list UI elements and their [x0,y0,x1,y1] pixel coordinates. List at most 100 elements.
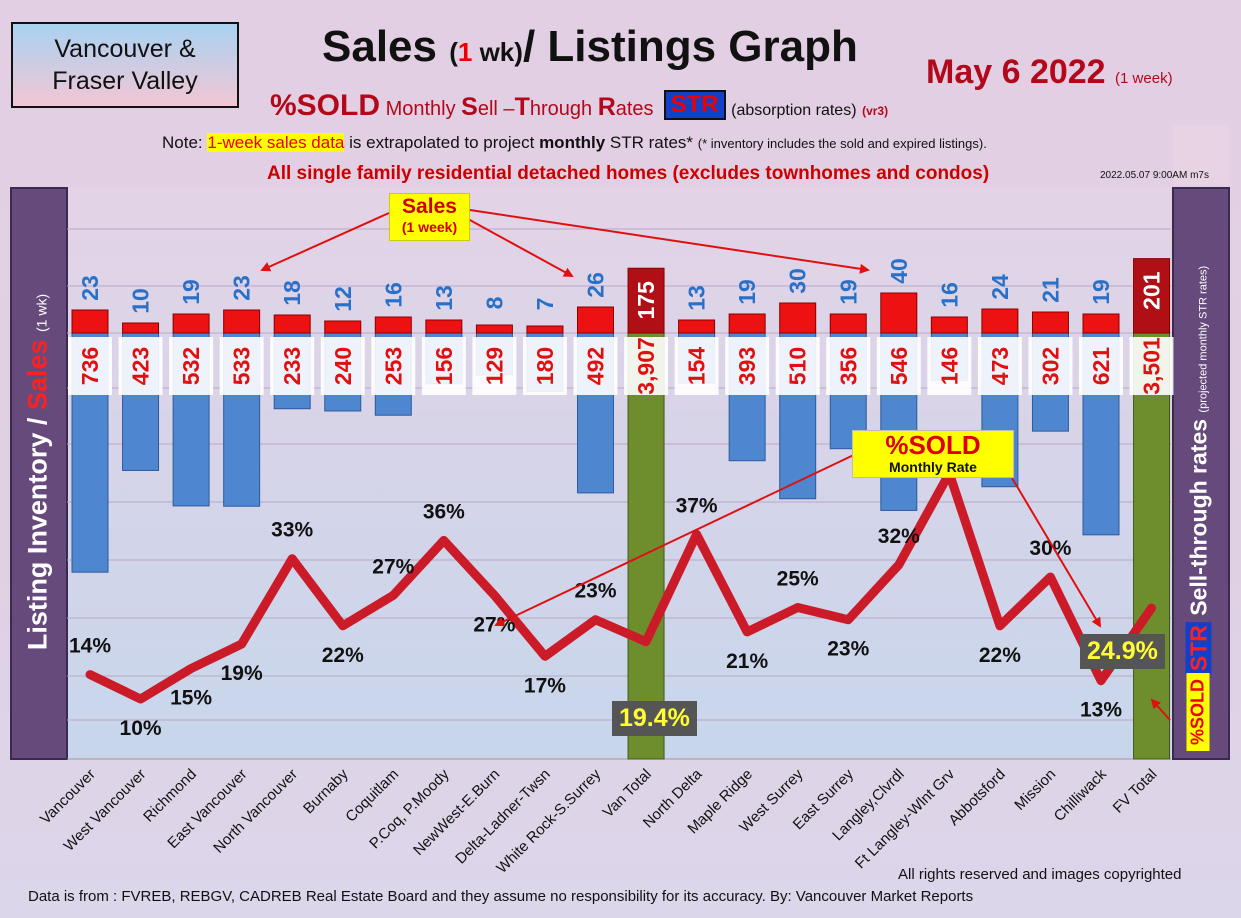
str-value-label: 10% [120,717,162,740]
callout-arrow [1150,698,1171,721]
sales-callout-line1: Sales [402,195,457,218]
sales-bar [981,308,1019,334]
subtitle-detached: All single family residential detached h… [267,163,990,184]
title-one: 1 [457,37,473,67]
sales-value-label: 40 [886,258,912,284]
inventory-label-box [624,337,669,395]
inventory-value-label: 3,501 [1139,337,1165,395]
str-value-label: 23% [574,580,616,603]
inventory-label-box [371,337,416,395]
region-line2: Fraser Valley [52,67,198,95]
sales-value-label: 19 [1088,279,1114,305]
title-post: / Listings Graph [522,22,858,71]
sales-value-label: 175 [633,281,659,320]
footer-source: Data is from : FVREB, REBGV, CADREB Real… [28,888,974,905]
title-pre: Sales [322,22,437,71]
right-axis-str: STR [1185,622,1212,675]
date-main: May 6 2022 [926,53,1106,91]
subtitle-r: R [597,93,616,121]
timestamp: 2022.05.07 9:00AM m7s [1100,170,1209,181]
sales-value-label: 12 [330,286,356,312]
inventory-label-box [674,337,719,395]
region-box: Vancouver & Fraser Valley [11,22,239,108]
callout-arrow [467,218,574,277]
str-value-label: 27% [372,555,414,578]
sales-bar [1031,311,1069,334]
inventory-value-label: 546 [886,347,912,385]
str-value-label: 27% [473,613,515,636]
inventory-value-label: 233 [279,347,305,385]
sales-value-label: 26 [583,272,609,298]
inventory-label-box [826,337,871,395]
sales-bar [829,313,867,334]
total-inventory-bar [627,332,665,760]
note-bold: monthly [539,133,606,152]
str-callout-line2: Monthly Rate [889,459,977,475]
sales-bar [577,306,614,334]
sales-value-label: 10 [128,288,154,314]
inventory-value-label: 532 [178,347,204,385]
sales-bar [779,302,817,334]
inventory-label-box [775,337,820,395]
date-label: May 6 2022 (1 week) [926,53,1173,92]
sales-value-label: 16 [380,282,406,308]
sales-bar [1082,313,1120,334]
inventory-value-label: 533 [229,347,255,385]
str-value-label: 32% [878,525,920,548]
inventory-label-box [320,337,365,395]
inventory-label-box [270,337,315,395]
inventory-value-label: 3,907 [633,337,659,395]
category-label: FV Total [1110,766,1161,817]
str-value-label: 33% [271,519,313,542]
subtitle-s: S [461,93,478,121]
str-value-label: 21% [726,650,768,673]
version-label: (vr3) [862,104,889,118]
sales-value-label: 13 [684,285,710,311]
inventory-label-box [522,337,567,395]
note-small: (* inventory includes the sold and expir… [697,136,987,151]
left-axis-label: Listing Inventory / Sales (1 wk) [23,294,54,650]
str-value-label: 14% [69,635,111,658]
str-value-label: 22% [979,644,1021,667]
sales-value-label: 16 [936,282,962,308]
inventory-value-label: 180 [532,347,558,385]
sales-bar [728,313,766,334]
title-open: ( [449,37,458,67]
inventory-value-label: 736 [77,347,103,385]
str-value-label: 30% [1029,537,1071,560]
sales-bar [122,322,160,334]
sales-value-label: 30 [785,268,811,294]
str-callout-line1: %SOLD [885,430,981,460]
category-label: Burnaby [300,765,352,817]
region-line1: Vancouver & [54,35,196,63]
copyright: All rights reserved and images copyright… [898,866,1182,883]
subtitle-t: T [514,93,530,121]
inventory-value-label: 393 [734,347,760,385]
sales-value-label: 7 [532,298,558,311]
right-axis-paren: (projected monthly STR rates) [1197,265,1210,413]
str-value-label: 22% [322,644,364,667]
fv-total-str-label: 24.9% [1080,634,1165,669]
chart-title: Sales (1 wk)/ Listings Graph [322,22,858,72]
inventory-label-box [421,337,466,395]
side-pct-sold: %SOLD [1186,672,1210,752]
subtitle-monthly: Monthly [380,98,462,120]
str-callout: %SOLD Monthly Rate [852,430,1014,478]
inventory-value-label: 154 [684,347,710,386]
sales-bar [475,324,513,334]
str-value-label: 17% [524,674,566,697]
inventory-value-label: 423 [128,347,154,385]
sales-bar [223,309,261,334]
sales-value-label: 19 [835,279,861,305]
inventory-value-label: 473 [987,347,1013,385]
left-panel [10,187,68,760]
inventory-value-label: 253 [380,347,406,385]
subtitle-pct-sold: %SOLD [270,89,381,122]
sales-value-label: 8 [481,296,507,309]
inventory-value-label: 240 [330,347,356,385]
inventory-label-box [1129,337,1174,395]
sales-value-label: 13 [431,285,457,311]
category-label: Mission [1011,766,1059,814]
sales-value-label: 24 [987,274,1013,300]
